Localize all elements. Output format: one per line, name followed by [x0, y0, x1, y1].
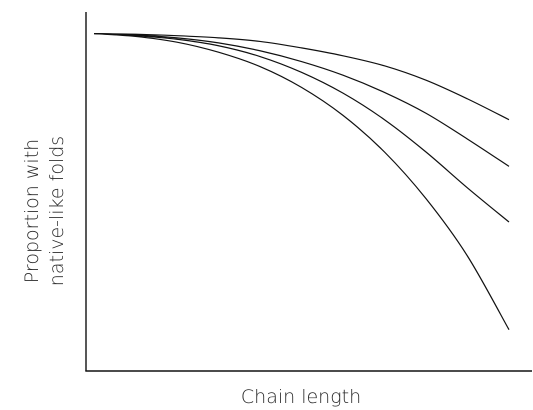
series-line-3	[93, 32, 510, 223]
y-axis-label-line-2: native-like folds	[46, 136, 68, 286]
series-line-4	[93, 32, 510, 331]
y-axis-label: Proportion with native-like folds	[21, 136, 68, 286]
series-line-2	[93, 32, 510, 167]
x-axis-label: Chain length	[241, 386, 361, 408]
y-axis-label-line-1: Proportion with	[21, 139, 43, 283]
series-layer	[93, 32, 510, 331]
series-line-1	[93, 32, 510, 121]
